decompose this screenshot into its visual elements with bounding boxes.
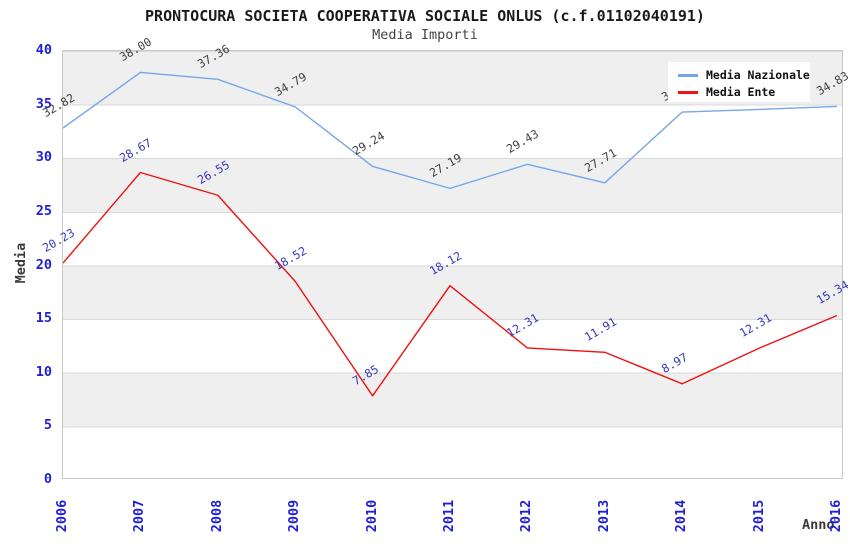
plot-area <box>62 50 843 479</box>
legend-item-media-ente: Media Ente <box>678 84 810 100</box>
x-tick-label: 2012 <box>518 499 535 533</box>
x-tick-label: 2007 <box>131 499 148 533</box>
y-tick-label: 15 <box>35 310 52 327</box>
x-tick-label: 2006 <box>54 499 70 533</box>
x-tick-label: 2016 <box>828 499 844 533</box>
line-media-nazionale <box>63 71 838 190</box>
line-swatch-icon <box>678 73 698 77</box>
y-tick-label: 10 <box>35 363 52 380</box>
y-tick-label: 25 <box>35 202 52 219</box>
line-media-ente <box>63 171 838 397</box>
x-tick-label: 2008 <box>208 499 225 533</box>
legend-label: Media Nazionale <box>706 68 810 82</box>
y-tick-label: 40 <box>35 42 52 58</box>
x-tick-label: 2010 <box>363 499 380 533</box>
y-tick-label: 5 <box>43 417 52 434</box>
chart-title: PRONTOCURA SOCIETA COOPERATIVA SOCIALE O… <box>145 7 705 25</box>
y-tick-label: 0 <box>43 471 52 487</box>
x-tick-label: 2011 <box>441 499 457 533</box>
legend: Media Nazionale Media Ente <box>668 62 810 102</box>
x-tick-label: 2013 <box>595 499 612 533</box>
x-tick-label: 2014 <box>673 499 690 533</box>
y-tick-label: 20 <box>35 256 52 273</box>
chart-subtitle: Media Importi <box>372 27 478 43</box>
x-axis-title: Anno <box>802 517 835 533</box>
legend-item-media-nazionale: Media Nazionale <box>678 67 810 83</box>
y-tick-label: 30 <box>35 149 52 166</box>
y-tick-label: 35 <box>35 95 52 112</box>
legend-label: Media Ente <box>706 85 776 99</box>
x-tick-label: 2015 <box>750 499 767 533</box>
x-tick-label: 2009 <box>286 499 303 533</box>
line-swatch-icon <box>678 90 698 94</box>
